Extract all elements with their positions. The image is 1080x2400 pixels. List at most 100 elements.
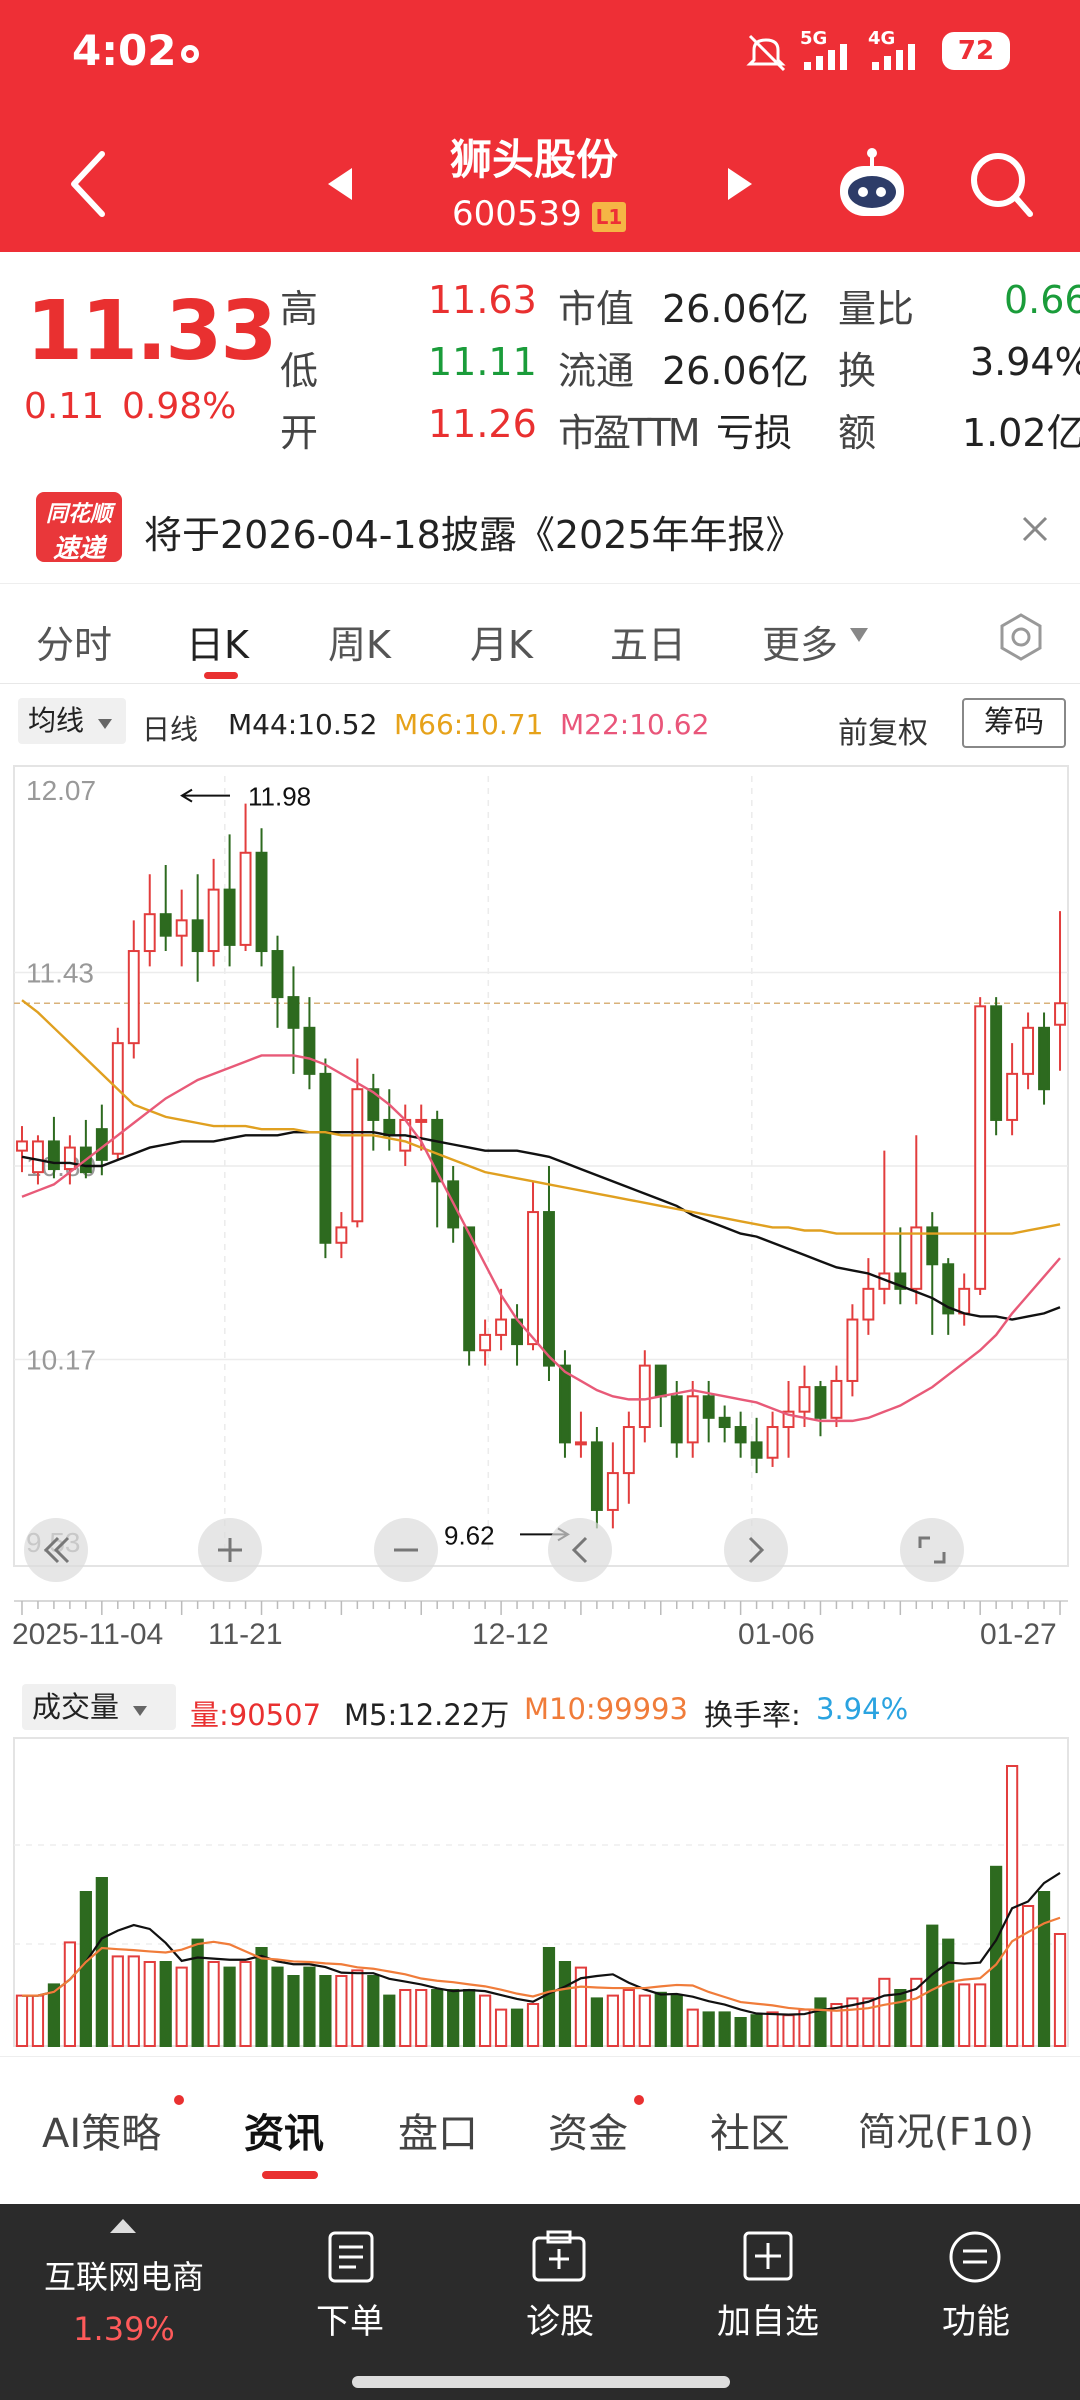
tab-news[interactable]: 资讯 <box>244 2111 324 2157</box>
zoom-out-icon[interactable] <box>374 1518 438 1582</box>
volume-bar <box>702 2011 715 2047</box>
tab-daily-k[interactable]: 日K <box>186 623 249 667</box>
low-value: 11.11 <box>428 340 537 384</box>
volume-bar <box>223 1966 236 2048</box>
candle-body <box>782 1410 795 1429</box>
fullscreen-icon[interactable] <box>900 1518 964 1582</box>
candle-body <box>495 1318 508 1336</box>
mute-icon <box>744 32 788 72</box>
prev-triangle-icon[interactable] <box>326 166 356 202</box>
tab-community[interactable]: 社区 <box>710 2111 790 2157</box>
candle-body <box>750 1441 763 1459</box>
settings-gear-icon <box>176 40 204 68</box>
volume-bar <box>383 1994 396 2048</box>
adjust-mode[interactable]: 前复权 <box>838 716 928 751</box>
chips-button[interactable]: 筹码 <box>962 698 1066 748</box>
volume-bar <box>558 1961 572 2047</box>
y-tick-label: 10.17 <box>26 1344 96 1375</box>
tab-order-book[interactable]: 盘口 <box>398 2111 478 2157</box>
high-annotation: 11.98 <box>248 782 311 812</box>
volume-bar <box>143 1961 156 2047</box>
volume-bar <box>766 2011 779 2047</box>
robot-assistant-icon[interactable] <box>832 146 912 222</box>
signal-4g-icon <box>868 44 928 70</box>
volume-bar <box>207 1961 220 2047</box>
next-triangle-icon[interactable] <box>724 166 754 202</box>
order-label[interactable]: 下单 <box>316 2302 384 2342</box>
logo-line1: 同花顺 <box>45 502 112 527</box>
volume-bar <box>750 2014 763 2048</box>
add-watchlist-label[interactable]: 加自选 <box>717 2302 819 2342</box>
volume-bar <box>494 2008 508 2048</box>
volratio-label: 量比 <box>838 287 915 331</box>
volume-bar <box>255 1947 268 2047</box>
candle-body <box>846 1318 859 1382</box>
next-icon[interactable] <box>724 1518 788 1582</box>
chart-settings-icon[interactable] <box>996 612 1046 662</box>
volume-value: 量:90507 <box>190 1698 322 1732</box>
volume-frame <box>13 1737 1069 2047</box>
sector-pct: 1.39% <box>73 2310 175 2348</box>
sector-up-triangle-icon <box>110 2218 136 2233</box>
tab-f10[interactable]: 简况(F10) <box>858 2110 1034 2154</box>
volume-bar <box>526 2003 540 2047</box>
add-watchlist-icon[interactable] <box>742 2230 794 2282</box>
mktcap-label: 市值 <box>558 287 635 331</box>
volume-bar <box>127 1955 140 2047</box>
report-notice[interactable]: 同花顺 速递 将于2026-04-18披露《2025年年报》 <box>0 472 1080 584</box>
bottom-action-bar: 互联网电商 1.39% 下单 诊股 加自选 功能 <box>0 2204 1080 2400</box>
logo-line2: 速递 <box>52 534 105 564</box>
close-icon[interactable] <box>1018 512 1052 546</box>
candle-body <box>175 919 188 937</box>
tab-ai-strategy[interactable]: AI策略 <box>42 2111 162 2157</box>
search-icon[interactable] <box>968 150 1034 220</box>
tab-intraday[interactable]: 分时 <box>36 623 113 667</box>
rewind-icon[interactable] <box>24 1518 88 1582</box>
prev-icon[interactable] <box>548 1518 612 1582</box>
turnover-value: 3.94% <box>970 340 1080 384</box>
sector-name[interactable]: 互联网电商 <box>43 2258 204 2296</box>
candle-body <box>1022 1026 1035 1075</box>
candle-body <box>271 950 284 999</box>
x-tick-label: 12-12 <box>472 1618 549 1651</box>
zoom-in-icon[interactable] <box>198 1518 262 1582</box>
tab-more[interactable]: 更多 <box>762 623 839 667</box>
menu-label[interactable]: 功能 <box>942 2302 1010 2342</box>
volume-bar <box>830 2003 843 2047</box>
amount-label: 额 <box>838 411 877 455</box>
volume-indicator-select[interactable]: 成交量 <box>22 1684 176 1730</box>
candle-body <box>974 1005 987 1290</box>
app-header: 4:02 5G 4G 72 狮头股份 600539 L1 <box>0 0 1080 252</box>
volume-bar <box>894 1989 907 2047</box>
diagnose-label[interactable]: 诊股 <box>526 2302 594 2342</box>
candle-body <box>990 1005 1003 1121</box>
volume-indicator-label: 成交量 <box>32 1690 120 1724</box>
tab-capital[interactable]: 资金 <box>548 2111 628 2157</box>
candle-body <box>1038 1026 1050 1091</box>
volume-bar <box>878 1977 891 2047</box>
tab-monthly-k[interactable]: 月K <box>470 623 533 667</box>
candle-body <box>590 1441 603 1511</box>
diagnose-icon[interactable] <box>530 2230 588 2284</box>
volume-chart[interactable] <box>0 1676 1080 2056</box>
ma-indicator-select[interactable]: 均线 <box>18 698 126 744</box>
volume-bar <box>926 1924 939 2048</box>
back-arrow-icon[interactable] <box>64 148 114 218</box>
candle-body <box>287 996 300 1029</box>
candle-body <box>479 1333 492 1352</box>
ma66-value: M66:10.71 <box>394 708 544 741</box>
tab-five-day[interactable]: 五日 <box>610 623 687 667</box>
high-value: 11.63 <box>428 278 537 322</box>
net-5g-label: 5G <box>800 28 828 49</box>
candle-body <box>830 1379 843 1419</box>
volume-bar <box>191 1938 204 2048</box>
candle-body <box>239 851 252 946</box>
volume-bar <box>958 1983 971 2047</box>
volume-bar <box>1037 1891 1051 2047</box>
pe-value: 亏损 <box>716 411 793 455</box>
menu-icon[interactable] <box>948 2230 1002 2284</box>
order-icon[interactable] <box>326 2230 376 2284</box>
tab-weekly-k[interactable]: 周K <box>328 623 391 667</box>
candle-body <box>47 1140 60 1171</box>
